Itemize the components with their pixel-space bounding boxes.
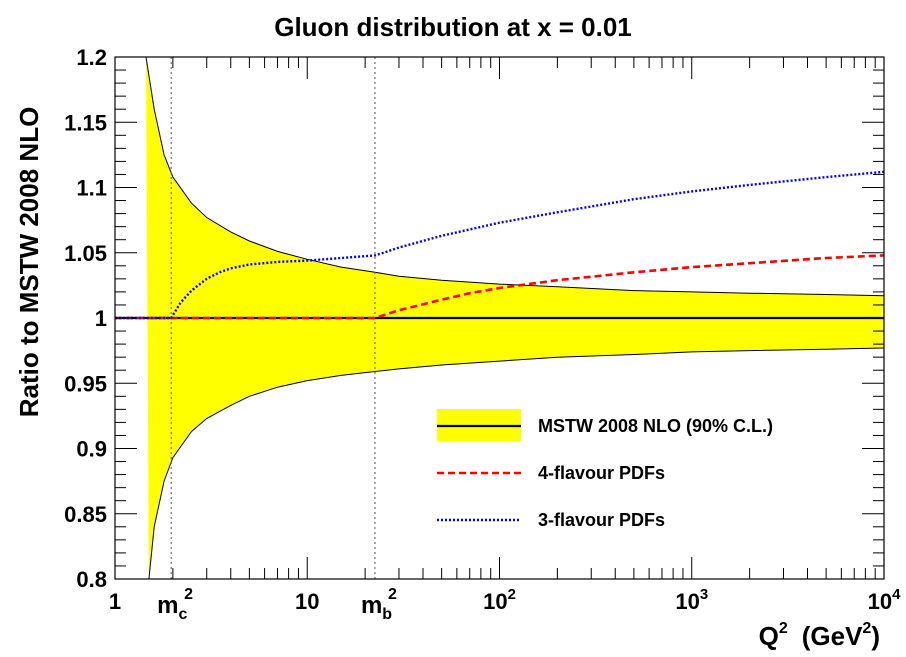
- legend-label: MSTW 2008 NLO (90% C.L.): [538, 416, 773, 436]
- x-axis-label-unit-exp: 2: [862, 620, 871, 637]
- plot-area: 0.8 0.85 0.9 0.95 1 1.05 1.1 1.15 1.2 1 10 102 103 10…: [64, 45, 901, 623]
- y-tick-label: 1.15: [64, 110, 107, 135]
- x-tick-label: 104: [868, 586, 901, 614]
- x-tick-label: 10: [295, 589, 319, 614]
- x-axis-label-unit: (GeV: [802, 621, 863, 651]
- legend-label: 3-flavour PDFs: [538, 510, 665, 530]
- y-axis-label: Ratio to MSTW 2008 NLO: [14, 107, 44, 418]
- x-tick-label: 102: [483, 586, 516, 614]
- y-tick-label: 0.85: [64, 502, 107, 527]
- x-tick-label: 103: [675, 586, 708, 614]
- legend-label: 4-flavour PDFs: [538, 463, 665, 483]
- chart-title: Gluon distribution at x = 0.01: [274, 12, 632, 42]
- y-tick-label: 0.95: [64, 371, 107, 396]
- x-axis-label-base: Q: [759, 621, 779, 651]
- legend: MSTW 2008 NLO (90% C.L.) 4-flavour PDFs 3-…: [437, 409, 773, 530]
- x-axis-label-unit-close: ): [871, 621, 880, 651]
- y-tick-label: 1.1: [76, 176, 107, 201]
- y-tick-label: 0.8: [76, 567, 107, 592]
- y-tick-label: 1: [95, 306, 107, 331]
- x-axis-label: Q2 (GeV2): [759, 620, 880, 651]
- y-tick-label: 0.9: [76, 437, 107, 462]
- y-tick-label: 1.05: [64, 241, 107, 266]
- x-axis-label-exp: 2: [779, 620, 788, 637]
- threshold-label-c: mc2: [157, 586, 193, 623]
- threshold-label-b: mb2: [361, 586, 397, 623]
- svg-text:Q2(GeV2): Q2 (GeV2): [759, 620, 880, 651]
- y-tick-label: 1.2: [76, 45, 107, 70]
- x-tick-label: 1: [109, 589, 121, 614]
